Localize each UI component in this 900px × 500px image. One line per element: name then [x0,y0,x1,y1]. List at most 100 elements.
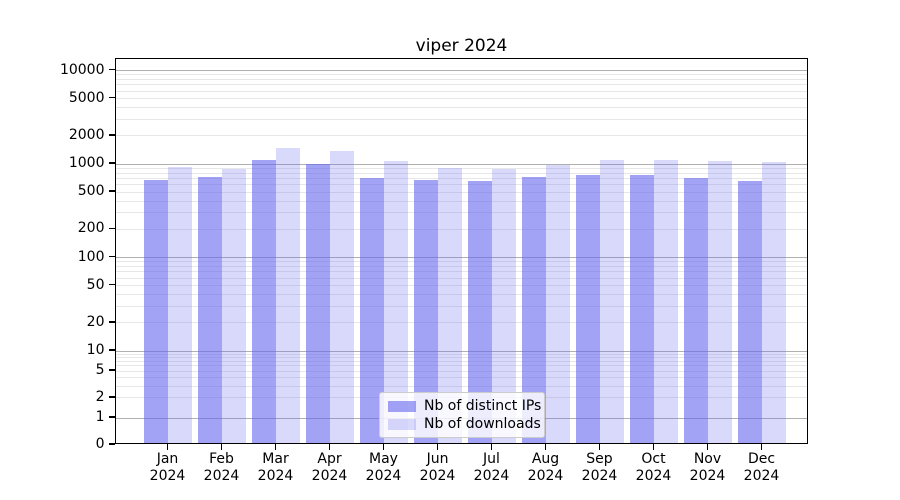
y-tick-label: 5 [95,362,105,379]
gridline-minor [116,322,807,324]
gridline-minor [116,84,807,86]
y-tick-label: 2 [95,388,105,405]
x-tick-mark [274,444,277,450]
gridline-minor [116,365,807,367]
x-tick-mark [382,444,385,450]
x-tick-label: Dec 2024 [735,451,789,485]
bar-downloads [708,160,732,443]
chart-title: viper 2024 [415,36,508,56]
x-tick-year: 2024 [473,468,510,484]
gridline-minor [116,98,807,100]
x-tick-label: Feb 2024 [195,451,249,485]
gridline-minor [116,167,807,169]
y-tick-label: 50 [86,276,105,293]
y-tick-label: 200 [77,220,105,237]
x-tick-label: Apr 2024 [303,451,357,485]
x-tick-year: 2024 [365,468,402,484]
x-tick-mark [544,444,547,450]
x-tick-year: 2024 [581,468,618,484]
gridline-major [116,350,807,352]
legend-item-downloads: Nb of downloads [388,416,541,432]
bar-downloads [276,148,300,443]
legend-swatch-downloads [388,418,416,430]
x-tick-label: Nov 2024 [681,451,735,485]
gridline-minor [116,177,807,179]
legend-label-downloads: Nb of downloads [424,416,541,432]
y-tick-mark [108,255,115,258]
bar-distinct-ips [576,174,600,443]
gridline-minor [116,285,807,287]
x-tick-year: 2024 [635,468,672,484]
gridline-minor [116,370,807,372]
gridline-minor [116,118,807,120]
gridline-minor [116,90,807,92]
x-tick-mark [328,444,331,450]
bar-distinct-ips [684,178,708,443]
gridline-minor [116,74,807,76]
y-tick-mark [108,416,115,418]
bar-distinct-ips [252,160,276,443]
gridline-minor [116,212,807,214]
y-tick-mark [108,162,115,164]
gridline-minor [116,353,807,355]
gridline-minor [116,294,807,296]
bar-distinct-ips [198,177,222,443]
y-tick-mark [108,68,115,71]
gridline-major [116,257,807,258]
x-tick-label: Jul 2024 [465,451,519,485]
gridline-major [116,70,807,71]
bar-distinct-ips [630,174,654,443]
x-tick-year: 2024 [311,468,348,484]
x-tick-mark [760,444,763,450]
gridline-major [116,163,807,165]
gridline-minor [116,200,807,202]
x-tick-label: Mar 2024 [249,451,303,485]
y-tick-mark [108,283,115,286]
y-tick-label: 1 [95,409,105,425]
x-tick-mark [166,444,169,450]
y-tick-label: 500 [77,183,105,200]
y-tick-label: 10000 [59,61,105,78]
gridline-minor [116,271,807,273]
x-tick-year: 2024 [257,468,294,484]
y-tick-label: 1000 [68,155,105,171]
bar-downloads [330,151,354,443]
bar-downloads [546,164,570,443]
y-tick-mark [108,134,115,136]
gridline-minor [116,261,807,263]
x-tick-label: Oct 2024 [627,451,681,485]
bar-distinct-ips [144,180,168,443]
gridline-minor [116,385,807,387]
gridline-minor [116,184,807,186]
bar-downloads [654,159,678,443]
legend-label-distinct-ips: Nb of distinct IPs [424,398,542,414]
x-tick-year: 2024 [527,468,564,484]
x-tick-label: Jan 2024 [141,451,195,485]
x-tick-mark [220,444,223,450]
y-tick-mark [108,349,115,351]
bar-downloads [168,167,192,443]
gridline-minor [116,79,807,81]
x-tick-year: 2024 [149,468,186,484]
x-tick-mark [652,444,655,450]
x-tick-year: 2024 [743,468,780,484]
y-tick-mark [108,227,115,230]
x-tick-year: 2024 [203,468,240,484]
x-tick-mark [706,444,709,450]
y-tick-mark [108,443,115,445]
y-tick-label: 100 [77,248,105,265]
gridline-minor [116,377,807,379]
x-tick-label: Sep 2024 [573,451,627,485]
x-tick-label: Jun 2024 [411,451,465,485]
gridline-minor [116,277,807,279]
x-tick-label: May 2024 [357,451,411,485]
gridline-minor [116,266,807,268]
gridline-minor [116,228,807,230]
bar-downloads [600,160,624,443]
x-tick-year: 2024 [689,468,726,484]
y-tick-mark [108,96,115,99]
x-tick-label: Aug 2024 [519,451,573,485]
y-tick-mark [108,321,115,323]
y-tick-mark [108,190,115,192]
legend-swatch-distinct-ips [388,400,416,412]
